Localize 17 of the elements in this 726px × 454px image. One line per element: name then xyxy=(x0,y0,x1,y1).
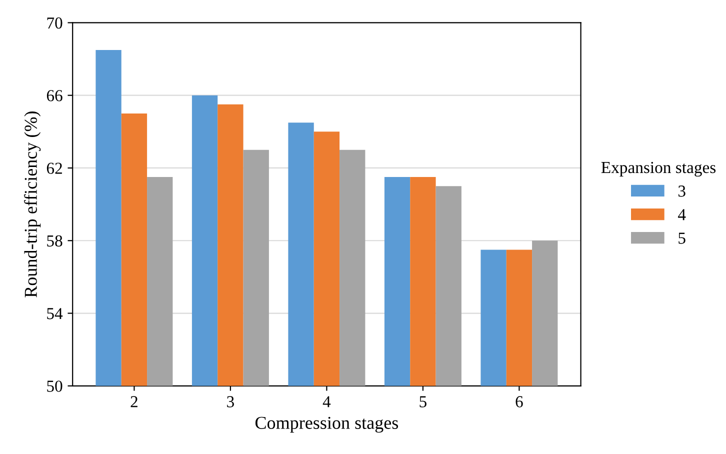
legend-label: 3 xyxy=(678,186,686,197)
y-tick-label: 70 xyxy=(47,17,62,29)
y-tick-label: 50 xyxy=(47,380,62,392)
y-tick-label: 58 xyxy=(47,235,62,247)
y-tick-label: 66 xyxy=(46,90,62,102)
y-axis-title: Round-trip efficiency (%) xyxy=(24,112,41,298)
legend-title: Expansion stages xyxy=(601,162,716,177)
x-tick-label: 4 xyxy=(322,396,331,408)
legend-label: 4 xyxy=(678,209,686,220)
x-tick-label: 5 xyxy=(420,396,426,408)
y-tick-label: 62 xyxy=(46,162,62,174)
y-tick-label: 54 xyxy=(47,308,63,320)
x-tick-label: 6 xyxy=(516,396,523,408)
x-axis-title: Compression stages xyxy=(255,416,398,433)
x-tick-label: 2 xyxy=(130,396,138,408)
legend-label: 5 xyxy=(678,232,686,244)
x-tick-label: 3 xyxy=(227,396,234,408)
